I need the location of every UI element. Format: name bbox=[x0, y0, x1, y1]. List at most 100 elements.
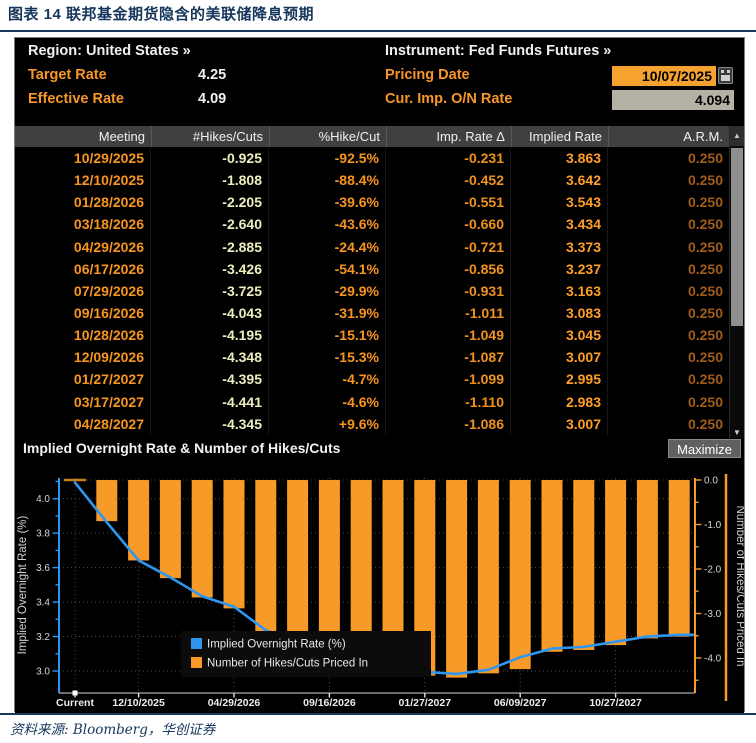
table-cell: 03/17/2027 bbox=[15, 390, 151, 413]
table-cell: -1.099 bbox=[386, 368, 511, 391]
legend-swatch bbox=[191, 657, 202, 668]
calendar-icon[interactable] bbox=[718, 67, 733, 84]
hikes-cuts-bar bbox=[128, 480, 150, 561]
hikes-cuts-bar bbox=[191, 480, 213, 598]
maximize-button[interactable]: Maximize bbox=[668, 439, 741, 458]
legend-label: Implied Overnight Rate (%) bbox=[207, 639, 346, 651]
col-pct-hike-cut[interactable]: %Hike/Cut bbox=[269, 126, 386, 147]
col-arm[interactable]: A.R.M. bbox=[608, 126, 729, 147]
table-cell: 3.007 bbox=[511, 346, 608, 369]
table-cell: -4.043 bbox=[151, 301, 269, 325]
table-cell: 2.983 bbox=[511, 390, 608, 413]
table-row[interactable]: 03/18/2026 -2.640 -43.6% -0.660 3.434 0.250 bbox=[15, 213, 744, 236]
scroll-up-icon[interactable]: ▲ bbox=[730, 126, 744, 146]
table-cell: -2.640 bbox=[151, 213, 269, 236]
table-row[interactable]: 12/09/2026 -4.348 -15.3% -1.087 3.007 0.250 bbox=[15, 346, 744, 369]
table-cell: 3.083 bbox=[511, 301, 608, 325]
table-cell: 0.250 bbox=[687, 194, 723, 211]
table-cell: 12/09/2026 bbox=[15, 346, 151, 369]
table-scrollbar[interactable]: ▲ ▼ bbox=[729, 126, 744, 438]
hikes-cuts-bar bbox=[414, 480, 436, 676]
table-row[interactable]: 03/17/2027 -4.441 -4.6% -1.110 2.983 0.250 bbox=[15, 390, 744, 413]
table-cell: +9.6% bbox=[269, 412, 386, 435]
table-cell: 04/28/2027 bbox=[15, 412, 151, 435]
col-imp-rate-delta[interactable]: Imp. Rate Δ bbox=[386, 126, 511, 147]
table-header-row: Meeting #Hikes/Cuts %Hike/Cut Imp. Rate … bbox=[15, 126, 744, 147]
table-cell: -0.721 bbox=[386, 235, 511, 258]
table-row[interactable]: 06/17/2026 -3.426 -54.1% -0.856 3.237 0.250 bbox=[15, 257, 744, 280]
right-tick-label: -2.0 bbox=[704, 565, 722, 576]
table-row[interactable]: 01/28/2026 -2.205 -39.6% -0.551 3.543 0.250 bbox=[15, 191, 744, 214]
target-rate-label: Target Rate bbox=[28, 67, 107, 83]
hikes-cuts-bar bbox=[573, 480, 595, 650]
chart-area: 3.0 3.2 3.4 3.6 3.8 4.0 0.0 -1.0 -2.0 -3.0 -4.0 Cur… bbox=[15, 460, 746, 713]
left-axis-title: Implied Overnight Rate (%) bbox=[17, 515, 29, 654]
table-cell: -54.1% bbox=[269, 257, 386, 280]
chart-title: Implied Overnight Rate & Number of Hikes… bbox=[23, 440, 341, 456]
left-tick-label: 3.8 bbox=[36, 529, 50, 540]
title-divider bbox=[0, 30, 756, 32]
col-hikes-cuts[interactable]: #Hikes/Cuts bbox=[151, 126, 269, 147]
cur-imp-rate-value: 4.094 bbox=[612, 90, 734, 110]
table-cell: 3.543 bbox=[511, 191, 608, 214]
table-cell: 09/16/2026 bbox=[15, 301, 151, 325]
table-cell: -0.925 bbox=[151, 147, 269, 170]
hikes-cuts-bar bbox=[159, 480, 181, 579]
left-tick-label: 3.4 bbox=[36, 598, 50, 609]
table-cell: 03/18/2026 bbox=[15, 213, 151, 236]
table-cell: 01/27/2027 bbox=[15, 368, 151, 391]
table-cell: 10/29/2025 bbox=[15, 147, 151, 170]
table-row[interactable]: 12/10/2025 -1.808 -88.4% -0.452 3.642 0.250 bbox=[15, 169, 744, 192]
region-selector[interactable]: Region: United States » bbox=[28, 43, 191, 59]
table-row[interactable]: 07/29/2026 -3.725 -29.9% -0.931 3.163 0.250 bbox=[15, 279, 744, 302]
pricing-date-label: Pricing Date bbox=[385, 67, 470, 83]
table-cell: -39.6% bbox=[269, 191, 386, 214]
table-cell: 06/17/2026 bbox=[15, 257, 151, 280]
legend-box bbox=[181, 631, 431, 677]
legend-swatch bbox=[191, 638, 202, 649]
table-cell: 0.250 bbox=[687, 150, 723, 166]
right-tick-label: -4.0 bbox=[704, 654, 722, 665]
hikes-cuts-bar bbox=[382, 480, 404, 674]
instrument-selector[interactable]: Instrument: Fed Funds Futures » bbox=[385, 43, 612, 59]
scrollbar-thumb[interactable] bbox=[731, 148, 743, 326]
table-cell: 0.250 bbox=[687, 415, 723, 432]
table-cell: -1.086 bbox=[386, 412, 511, 435]
table-cell: -31.9% bbox=[269, 301, 386, 325]
table-cell: -2.885 bbox=[151, 235, 269, 258]
table-cell: 3.045 bbox=[511, 324, 608, 347]
hikes-cuts-bar bbox=[318, 480, 340, 660]
hikes-cuts-bar bbox=[509, 480, 531, 670]
hikes-cuts-chart: 3.0 3.2 3.4 3.6 3.8 4.0 0.0 -1.0 -2.0 -3.0 -4.0 Cur… bbox=[15, 460, 746, 713]
table-cell: 0.250 bbox=[687, 282, 723, 299]
chart-header: Implied Overnight Rate & Number of Hikes… bbox=[15, 438, 744, 460]
col-meeting[interactable]: Meeting bbox=[98, 129, 145, 144]
hikes-cuts-bar bbox=[541, 480, 563, 652]
table-cell: -4.6% bbox=[269, 390, 386, 413]
table-row[interactable]: 01/27/2027 -4.395 -4.7% -1.099 2.995 0.250 bbox=[15, 368, 744, 391]
table-cell: 0.250 bbox=[687, 327, 723, 344]
table-row[interactable]: 10/29/2025 -0.925 -92.5% -0.231 3.863 0.250 bbox=[15, 147, 744, 170]
effective-rate-value: 4.09 bbox=[198, 91, 227, 107]
table-cell: 0.250 bbox=[687, 371, 723, 388]
pricing-date-input[interactable]: 10/07/2025 bbox=[612, 66, 716, 86]
table-row[interactable]: 10/28/2026 -4.195 -15.1% -1.049 3.045 0.250 bbox=[15, 324, 744, 347]
col-implied-rate[interactable]: Implied Rate bbox=[511, 126, 608, 147]
hikes-cuts-bar bbox=[668, 480, 690, 637]
page-title: 图表 14 联邦基金期货隐含的美联储降息预期 bbox=[8, 6, 315, 23]
table-cell: 0.250 bbox=[687, 304, 723, 321]
table-row[interactable]: 04/28/2027 -4.345 +9.6% -1.086 3.007 0.250 bbox=[15, 412, 744, 435]
table-cell: 3.863 bbox=[511, 147, 608, 170]
table-row[interactable]: 04/29/2026 -2.885 -24.4% -0.721 3.373 0.250 bbox=[15, 235, 744, 258]
table-cell: 3.434 bbox=[511, 213, 608, 236]
x-tick-label: 06/09/2027 bbox=[494, 697, 547, 709]
table-cell: -4.348 bbox=[151, 346, 269, 369]
table-cell: 3.642 bbox=[511, 169, 608, 192]
table-row[interactable]: 09/16/2026 -4.043 -31.9% -1.011 3.083 0.250 bbox=[15, 301, 744, 325]
table-cell: -4.395 bbox=[151, 368, 269, 391]
scroll-down-icon[interactable]: ▼ bbox=[733, 428, 741, 437]
table-cell: 3.007 bbox=[511, 412, 608, 435]
table-cell: -24.4% bbox=[269, 235, 386, 258]
table-cell: -1.011 bbox=[386, 301, 511, 325]
bottom-divider bbox=[0, 713, 756, 715]
